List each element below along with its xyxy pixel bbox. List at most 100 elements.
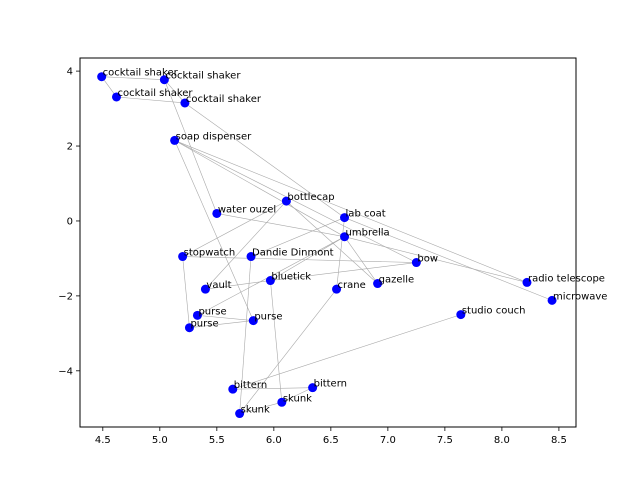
- point-label: bottlecap: [287, 192, 334, 203]
- graph-edge: [182, 200, 287, 257]
- point-label: purse: [254, 312, 282, 323]
- edges-layer: [101, 76, 553, 414]
- data-point: [159, 75, 169, 85]
- graph-edge: [239, 401, 282, 414]
- point-label: cocktail shaker: [165, 71, 241, 82]
- graph-edge: [239, 288, 337, 414]
- data-point: [246, 252, 256, 262]
- x-tick-label: 6.0: [266, 435, 282, 446]
- graph-edge: [164, 79, 186, 104]
- graph-edge: [250, 217, 345, 257]
- graph-edge: [232, 314, 461, 390]
- point-label: cocktail shaker: [186, 94, 262, 105]
- data-point: [308, 383, 318, 393]
- data-point: [340, 213, 350, 223]
- point-label: skunk: [283, 393, 312, 404]
- y-tick-label: 0: [67, 216, 73, 227]
- x-tick-label: 4.5: [95, 435, 111, 446]
- graph-edge: [174, 140, 528, 283]
- point-label: bittern: [314, 379, 347, 390]
- point-label: bow: [417, 254, 438, 265]
- graph-edge: [189, 320, 254, 329]
- graph-edge: [174, 140, 254, 321]
- point-label: skunk: [241, 405, 270, 416]
- x-tick-label: 5.0: [152, 435, 168, 446]
- point-label: vault: [206, 280, 231, 291]
- graph-edge: [270, 280, 283, 403]
- data-point: [340, 232, 350, 242]
- data-point: [277, 397, 287, 407]
- point-label: stopwatch: [184, 248, 236, 259]
- data-point: [456, 310, 466, 320]
- data-point: [332, 284, 342, 294]
- graph-edge: [216, 213, 345, 237]
- data-point: [192, 310, 202, 320]
- x-tick-label: 8.5: [551, 435, 567, 446]
- data-point: [373, 279, 383, 289]
- point-label: gazelle: [379, 275, 415, 286]
- point-label: bittern: [234, 380, 267, 391]
- point-label: cocktail shaker: [103, 68, 179, 79]
- graph-edge: [270, 236, 345, 281]
- y-tick-label: −4: [58, 366, 73, 377]
- graph-edge: [182, 256, 190, 328]
- data-point: [547, 295, 557, 305]
- data-point: [200, 284, 210, 294]
- point-label: microwave: [553, 291, 607, 302]
- graph-edge: [205, 280, 271, 290]
- graph-edge: [239, 256, 252, 414]
- data-point: [212, 208, 222, 218]
- graph-edge: [174, 140, 345, 237]
- data-point: [522, 277, 532, 287]
- graph-edge: [182, 256, 417, 263]
- graph-edge: [101, 76, 165, 81]
- point-label: studio couch: [462, 306, 526, 317]
- x-tick-label: 6.5: [323, 435, 339, 446]
- x-axis: 4.5 5.0 5.5 6.0 6.5 7.0 7.5 8.0 8.5: [95, 427, 567, 446]
- point-label: crane: [338, 280, 366, 291]
- y-tick-label: 2: [67, 142, 73, 153]
- graph-edge: [344, 236, 528, 283]
- graph-edge: [197, 236, 345, 316]
- graph-edge: [344, 236, 378, 284]
- point-label: radio telescope: [528, 273, 605, 284]
- points-layer: [97, 72, 557, 419]
- data-point: [180, 98, 190, 108]
- graph-edge: [232, 387, 313, 390]
- y-tick-label: 4: [67, 67, 73, 78]
- y-axis: −4 −2 0 2 4: [58, 67, 80, 377]
- point-label: lab coat: [346, 209, 386, 220]
- point-label: bluetick: [271, 272, 311, 283]
- x-tick-label: 8.0: [494, 435, 510, 446]
- y-tick-label: −2: [58, 291, 73, 302]
- data-point: [248, 316, 258, 326]
- data-point: [411, 258, 421, 268]
- point-label: purse: [198, 306, 226, 317]
- point-label: water ouzel: [218, 204, 276, 215]
- x-tick-label: 7.5: [437, 435, 453, 446]
- point-label: cocktail shaker: [117, 88, 193, 99]
- point-label: Dandie Dinmont: [252, 248, 334, 259]
- data-point: [265, 276, 275, 286]
- graph-edge: [174, 140, 417, 263]
- data-point: [281, 196, 291, 206]
- data-point: [170, 135, 180, 145]
- point-label: soap dispenser: [176, 131, 253, 142]
- point-label: purse: [190, 319, 218, 330]
- graph-edge: [281, 387, 313, 403]
- point-label: umbrella: [346, 228, 390, 239]
- data-point: [178, 252, 188, 262]
- x-tick-label: 5.5: [209, 435, 225, 446]
- data-point: [235, 409, 245, 419]
- data-point: [97, 72, 107, 82]
- graph-edge: [344, 217, 553, 301]
- graph-edge: [336, 217, 345, 290]
- plot-frame: [79, 57, 577, 428]
- x-tick-label: 7.0: [380, 435, 396, 446]
- graph-edge: [184, 102, 345, 218]
- graph-edge: [286, 200, 378, 284]
- data-point: [111, 92, 121, 102]
